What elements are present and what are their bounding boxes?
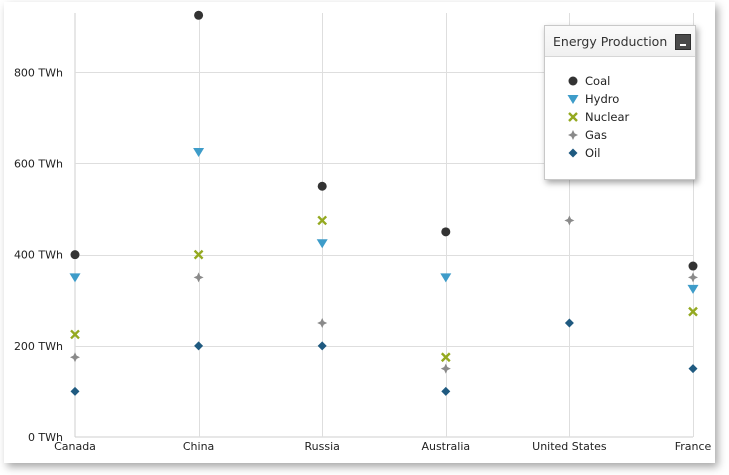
coal-point (70, 250, 80, 260)
y-tick-label: 400 TWh (14, 249, 63, 262)
coal-legend-marker (568, 76, 578, 86)
oil-point (688, 364, 698, 374)
x-tick-label: Australia (421, 440, 470, 453)
nuclear-legend-marker (568, 112, 578, 122)
legend-item-coal[interactable]: Coal (565, 73, 685, 89)
coal-point (317, 181, 327, 191)
oil-point (317, 341, 327, 351)
hydro-marker-icon (567, 95, 579, 104)
hydro-point (193, 148, 205, 158)
legend-label: Gas (585, 128, 607, 142)
hydro-point (69, 273, 81, 283)
x-tick-label: China (183, 440, 214, 453)
x-tick-label: France (675, 440, 712, 453)
legend-header: Energy Production (545, 26, 695, 57)
coal-marker-icon (568, 76, 578, 86)
oil-point (441, 386, 451, 396)
legend-label: Oil (585, 146, 601, 160)
gas-point (70, 352, 80, 363)
legend-item-hydro[interactable]: Hydro (565, 91, 685, 107)
x-tick-label: United States (532, 440, 607, 453)
legend-item-oil[interactable]: Oil (565, 145, 685, 161)
oil-point (70, 386, 80, 396)
gas-point (688, 272, 698, 283)
x-tick-label: Canada (54, 440, 96, 453)
y-tick-label: 600 TWh (14, 157, 63, 170)
oil-marker-icon (568, 148, 578, 158)
x-axis: Canada China Russia Australia United States F… (54, 440, 711, 453)
gas-point (440, 363, 451, 374)
oil-legend-marker (568, 148, 578, 158)
hydro-point (440, 273, 452, 283)
hydro-legend-marker (567, 95, 579, 104)
nuclear-point (70, 329, 80, 340)
hydro-point (316, 239, 328, 249)
legend-item-gas[interactable]: Gas (565, 127, 685, 143)
data-points (69, 10, 699, 396)
legend-label: Coal (585, 74, 611, 88)
legend-label: Hydro (585, 92, 620, 106)
nuclear-point (440, 352, 451, 363)
minimize-icon[interactable] (675, 34, 691, 50)
gas-legend-marker (568, 130, 578, 140)
x-tick-label: Russia (305, 440, 340, 453)
oil-point (564, 318, 574, 328)
nuclear-marker-icon (568, 112, 578, 122)
y-axis: 0 TWh 200 TWh 400 TWh 600 TWh 800 TWh (14, 66, 63, 444)
coal-point (194, 10, 204, 20)
gas-point (564, 215, 575, 226)
gas-point (193, 272, 204, 283)
legend-label: Nuclear (585, 110, 630, 124)
gas-marker-icon (568, 130, 578, 140)
legend-panel[interactable]: Energy Production Coal Hydro Nuclear Gas Oil (544, 25, 696, 180)
oil-point (194, 341, 204, 351)
legend-title: Energy Production (553, 34, 668, 49)
coal-point (688, 261, 698, 271)
legend-item-nuclear[interactable]: Nuclear (565, 109, 685, 125)
gas-point (317, 318, 328, 329)
y-tick-label: 800 TWh (14, 66, 63, 79)
nuclear-point (688, 306, 698, 317)
coal-point (441, 227, 451, 237)
y-tick-label: 200 TWh (14, 340, 63, 353)
hydro-point (687, 284, 699, 294)
nuclear-point (317, 215, 328, 226)
nuclear-point (193, 249, 204, 260)
y-tick-label: 0 TWh (28, 431, 63, 444)
